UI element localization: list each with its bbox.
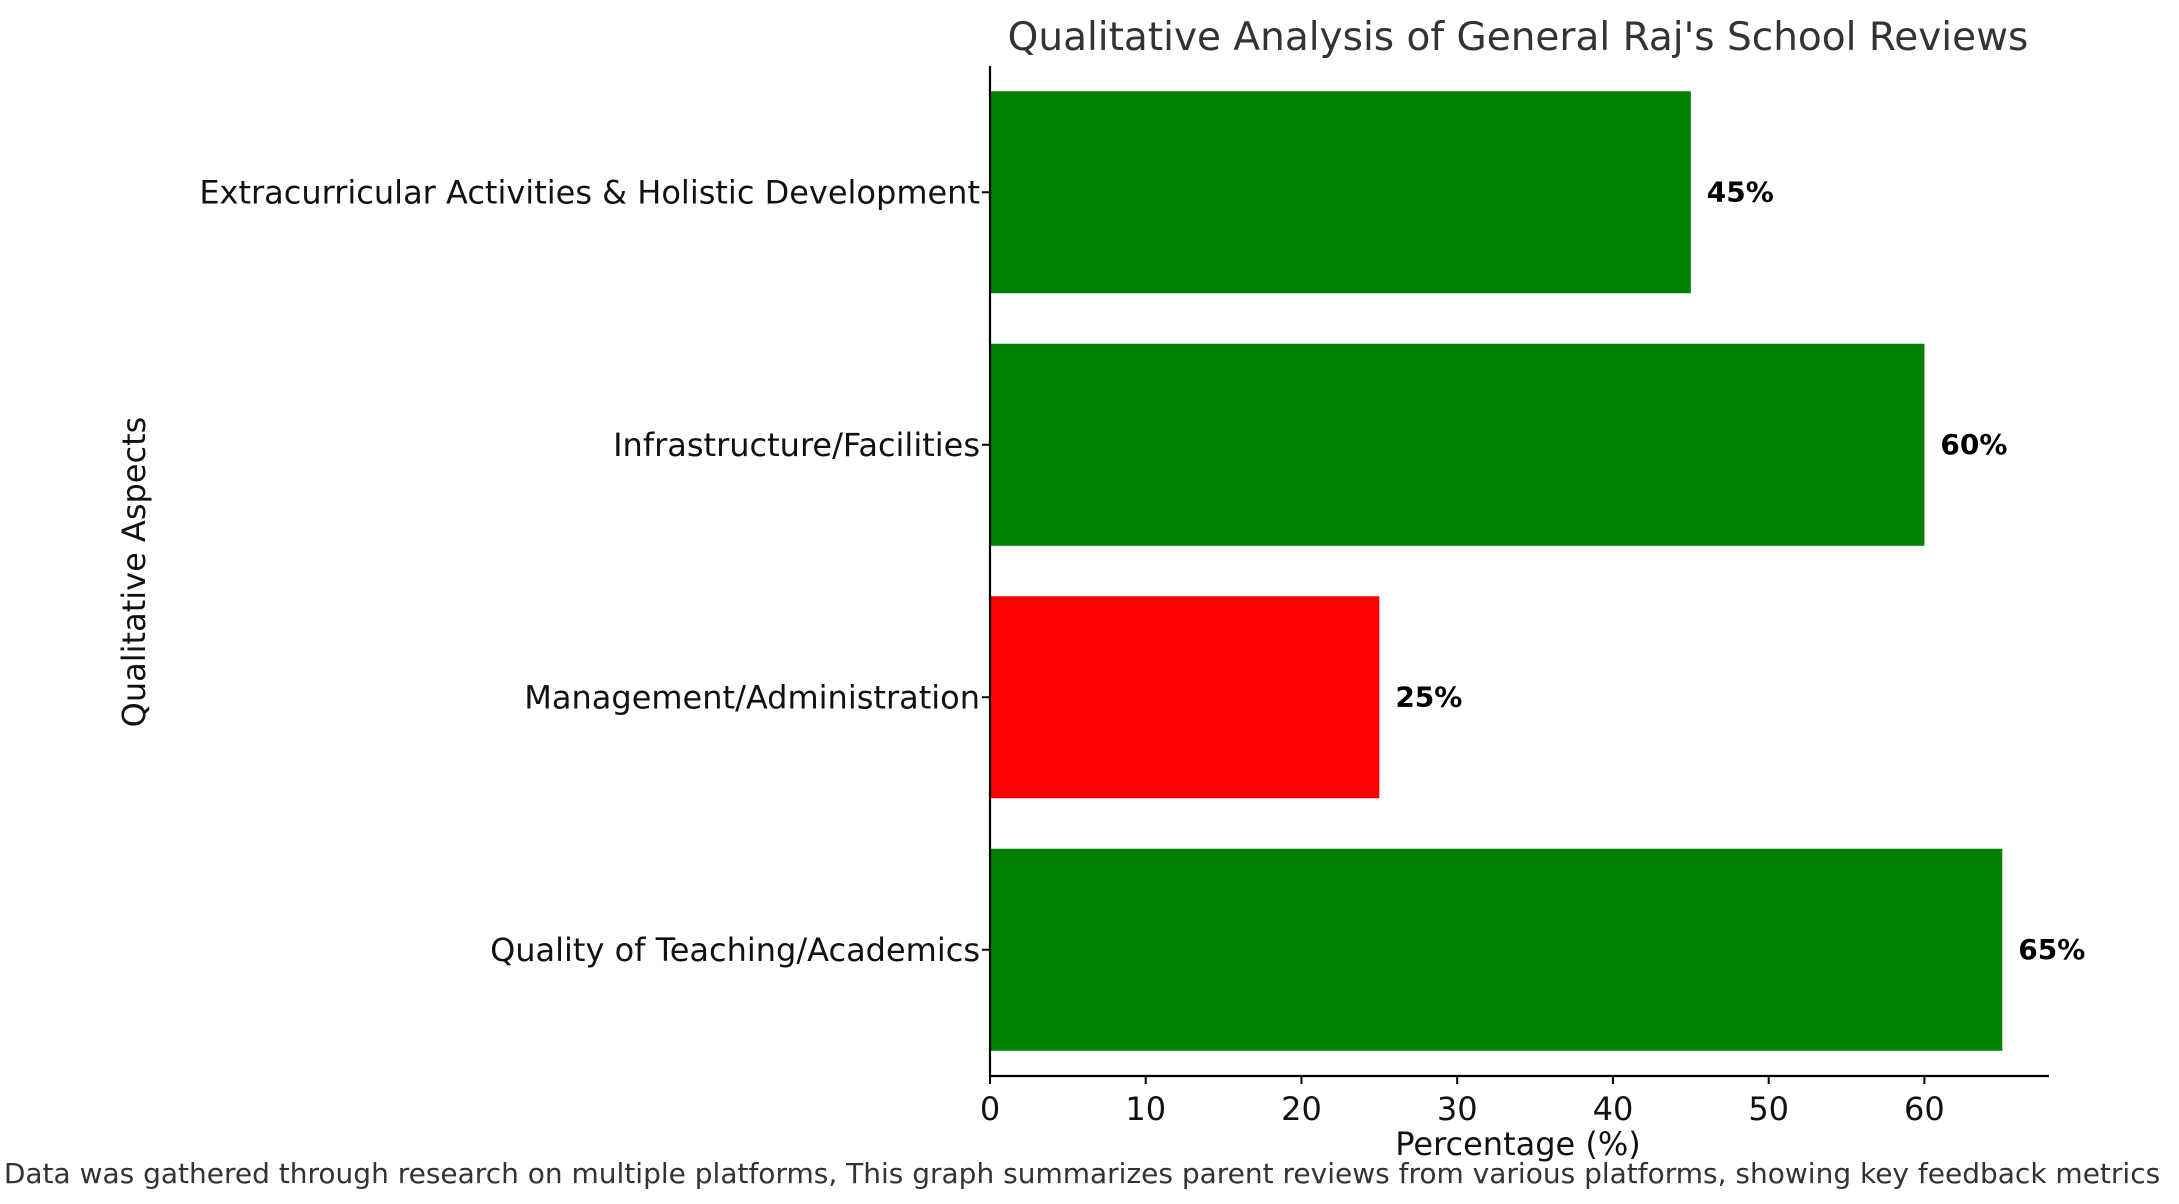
data-label: 45% — [1707, 175, 1774, 208]
x-tick-label: 50 — [1748, 1090, 1789, 1128]
plot-area: Quality of Teaching/Academics 65% Manageme… — [199, 66, 2085, 1128]
data-label: 60% — [1940, 428, 2007, 461]
data-label: 65% — [2018, 933, 2085, 966]
x-tick-label: 20 — [1281, 1090, 1322, 1128]
bar-3 — [990, 91, 1691, 294]
category-label: Quality of Teaching/Academics — [490, 931, 980, 969]
x-tick-label: 30 — [1437, 1090, 1478, 1128]
y-axis-label: Qualitative Aspects — [115, 417, 153, 728]
bar-0 — [990, 848, 2003, 1051]
x-tick-label: 60 — [1904, 1090, 1945, 1128]
data-label: 25% — [1395, 680, 1462, 713]
x-tick-label: 40 — [1593, 1090, 1634, 1128]
x-axis-label: Percentage (%) — [1395, 1125, 1641, 1163]
chart-title: Qualitative Analysis of General Raj's Sc… — [1008, 15, 2029, 60]
category-label: Extracurricular Activities & Holistic De… — [199, 173, 980, 211]
category-label: Management/Administration — [524, 678, 980, 716]
x-tick-label: 10 — [1125, 1090, 1166, 1128]
chart-caption: Data was gathered through research on mu… — [4, 1157, 2160, 1190]
category-label: Infrastructure/Facilities — [613, 426, 980, 464]
bar-1 — [990, 596, 1380, 799]
x-tick-label: 0 — [980, 1090, 1000, 1128]
bar-2 — [990, 343, 1925, 546]
